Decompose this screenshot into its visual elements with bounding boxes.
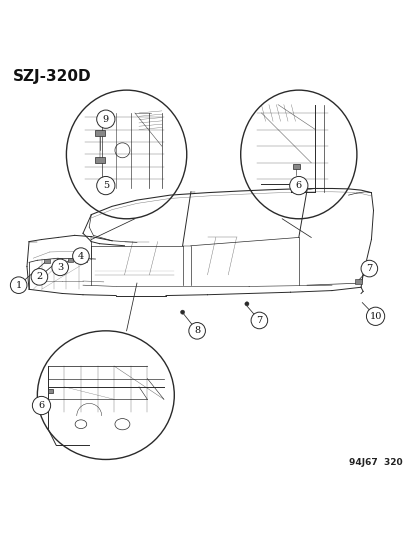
Circle shape [245,302,249,306]
Text: 8: 8 [194,326,200,335]
Text: 10: 10 [369,312,382,321]
Bar [44,259,50,263]
Bar [95,130,105,136]
Text: 4: 4 [78,252,84,261]
Text: 94J67  320: 94J67 320 [349,457,403,466]
Bar [68,258,73,262]
Bar [95,157,105,163]
Text: 7: 7 [366,264,373,273]
Circle shape [366,307,385,326]
Text: 5: 5 [103,181,109,190]
Text: 9: 9 [103,115,109,124]
Bar [293,164,300,169]
Bar [48,389,53,393]
Text: 1: 1 [15,281,22,289]
Circle shape [251,312,268,329]
Circle shape [189,322,205,339]
Circle shape [181,310,185,314]
Bar [355,279,362,284]
Circle shape [97,110,115,128]
Circle shape [290,176,308,195]
Circle shape [32,397,51,415]
Text: 7: 7 [256,316,263,325]
Bar [82,258,87,262]
Text: SZJ-320D: SZJ-320D [12,69,91,84]
Text: 6: 6 [39,401,44,410]
Text: 3: 3 [57,263,63,272]
Circle shape [52,259,68,276]
Circle shape [31,269,48,285]
Bar [57,258,62,262]
Text: 6: 6 [296,181,302,190]
Circle shape [10,277,27,294]
Circle shape [73,248,89,264]
Text: 2: 2 [36,272,43,281]
Circle shape [97,176,115,195]
Circle shape [361,260,378,277]
